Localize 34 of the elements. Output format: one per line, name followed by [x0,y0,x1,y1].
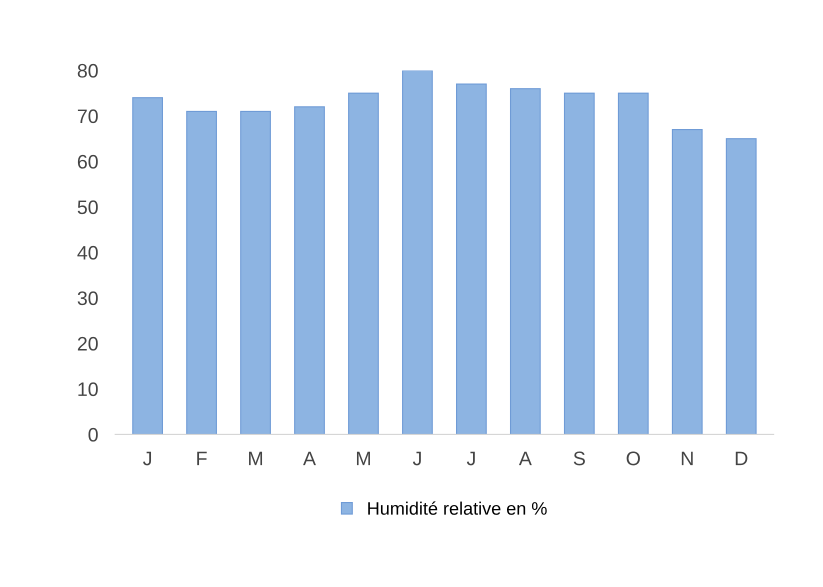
x-tick-label: S [574,452,585,466]
legend-label: Humidité relative en % [368,501,547,515]
bar [402,70,433,434]
bar [618,92,649,434]
bar [510,88,541,434]
y-tick-label: 40 [77,246,98,260]
y-tick-label: 20 [78,336,98,351]
bar [348,92,379,434]
bar [726,138,757,434]
x-tick-label: J [143,452,152,466]
bar [456,84,487,434]
x-tick-label: O [626,452,640,466]
bar [132,97,163,434]
x-tick-label: N [682,452,693,466]
x-tick-label: M [356,452,370,466]
x-tick-label: D [736,452,748,466]
bar [294,106,325,434]
x-tick-label: A [303,452,316,466]
y-tick-label: 70 [78,109,98,124]
y-tick-label: 30 [78,291,98,306]
bar [564,92,595,434]
x-tick-label: A [518,452,532,466]
x-tick-label: J [466,452,475,466]
x-tick-label: F [197,452,207,466]
bar [672,129,703,434]
bar [240,110,271,434]
y-tick-label: 50 [78,200,98,214]
bar [186,110,217,434]
y-tick-label: 60 [78,154,98,169]
x-tick-label: J [412,452,421,466]
y-tick-label: 10 [78,382,98,396]
x-tick-label: M [249,452,262,466]
y-tick-label: 80 [78,64,98,78]
y-tick-label: 0 [88,428,98,442]
